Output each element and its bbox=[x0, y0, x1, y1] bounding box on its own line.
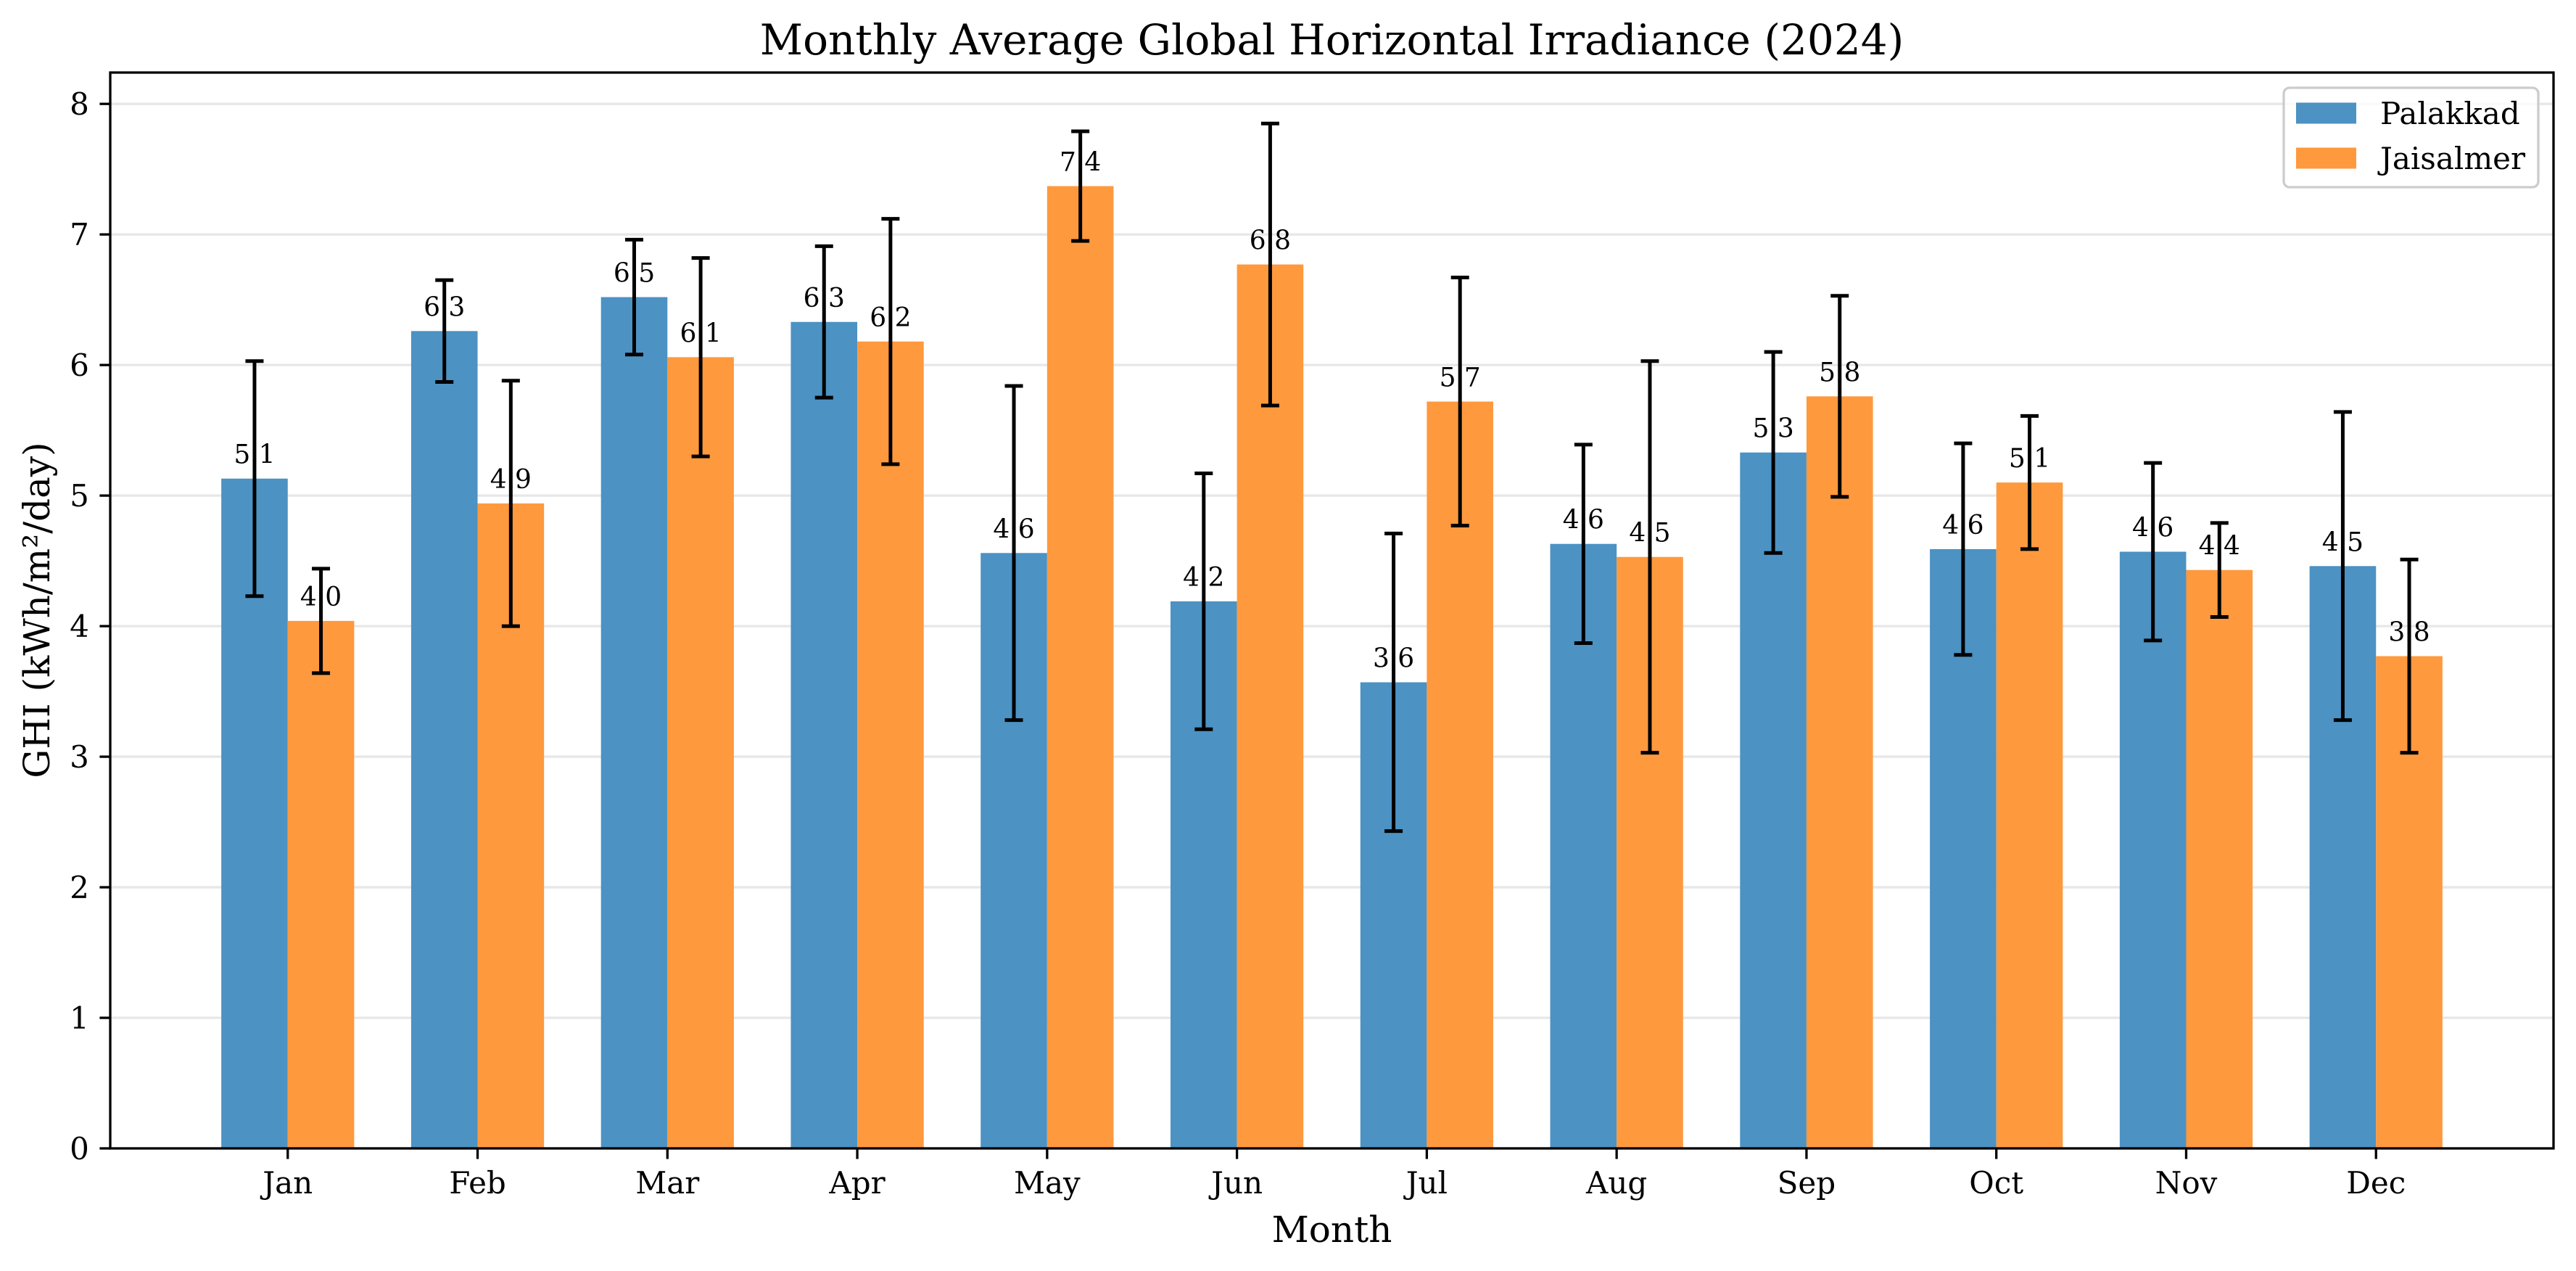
y-tick-label-0: 0 bbox=[70, 1131, 89, 1167]
axes: 0 1 2 3 4 5 6 7 8 Jan Feb Mar Apr May Jun Jul Aug Sep Oct N… bbox=[70, 71, 2555, 1201]
legend-swatch-palakkad bbox=[2296, 102, 2356, 124]
x-tick-label-sep: Sep bbox=[1778, 1165, 1836, 1201]
legend-item-palakkad: Palakkad bbox=[2296, 96, 2520, 131]
x-tick-label-dec: Dec bbox=[2346, 1165, 2406, 1201]
x-tick-label-nov: Nov bbox=[2155, 1165, 2218, 1201]
legend-swatch-jaisalmer bbox=[2296, 147, 2356, 169]
x-tick-label-jan: Jan bbox=[260, 1165, 313, 1201]
x-tick-label-may: May bbox=[1014, 1165, 1081, 1201]
x-axis-label: Month bbox=[1272, 1209, 1392, 1251]
bar-jaisalmer-may bbox=[1046, 186, 1114, 1149]
bar-jaisalmer-nov bbox=[2186, 569, 2253, 1148]
error-bars bbox=[245, 121, 2419, 834]
x-tick-label-oct: Oct bbox=[1969, 1165, 2023, 1201]
y-tick-label-3: 3 bbox=[70, 739, 89, 775]
axes-frame bbox=[109, 71, 2555, 1150]
bar-palakkad-apr bbox=[790, 321, 858, 1148]
bar-jaisalmer-mar bbox=[667, 357, 734, 1149]
bar-palakkad-feb bbox=[410, 331, 478, 1148]
chart-title: Monthly Average Global Horizontal Irradi… bbox=[760, 15, 1904, 65]
legend-label-jaisalmer: Jaisalmer bbox=[2377, 141, 2526, 176]
bar-palakkad-mar bbox=[600, 297, 668, 1149]
bar-palakkad-sep bbox=[1740, 452, 1807, 1148]
legend-label-palakkad: Palakkad bbox=[2380, 96, 2520, 131]
x-tick-label-jul: Jul bbox=[1403, 1165, 1448, 1201]
legend: Palakkad Jaisalmer bbox=[2282, 86, 2540, 189]
bar-palakkad-nov bbox=[2119, 551, 2187, 1148]
y-tick-label-8: 8 bbox=[70, 86, 89, 122]
y-tick-label-7: 7 bbox=[70, 217, 89, 252]
bar-jaisalmer-apr bbox=[857, 341, 924, 1148]
x-tick-label-apr: Apr bbox=[828, 1165, 886, 1201]
x-tick-label-aug: Aug bbox=[1585, 1165, 1647, 1201]
x-tick-label-mar: Mar bbox=[635, 1165, 700, 1201]
bar-jaisalmer-oct bbox=[1996, 482, 2063, 1148]
bar-jaisalmer-jun bbox=[1237, 264, 1304, 1148]
x-tick-label-feb: Feb bbox=[449, 1165, 506, 1201]
y-tick-label-1: 1 bbox=[70, 1000, 89, 1036]
x-tick-label-jun: Jun bbox=[1208, 1165, 1263, 1201]
legend-item-jaisalmer: Jaisalmer bbox=[2296, 141, 2526, 176]
y-tick-label-2: 2 bbox=[70, 870, 89, 905]
y-tick-label-6: 6 bbox=[70, 347, 89, 383]
y-tick-label-5: 5 bbox=[70, 478, 89, 514]
y-axis-label: GHI (kWh/m²/day) bbox=[16, 442, 58, 778]
bar-jaisalmer-jan bbox=[287, 620, 355, 1148]
bar-jaisalmer-sep bbox=[1806, 396, 1873, 1148]
y-tick-label-4: 4 bbox=[70, 609, 89, 644]
